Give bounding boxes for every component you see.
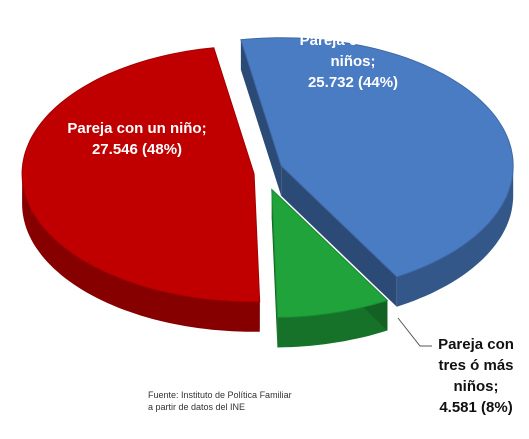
slice-label: Pareja con tres ó más niños;	[438, 336, 514, 395]
leader-line	[397, 317, 432, 347]
slice-edge	[240, 39, 282, 196]
slice-edge	[281, 165, 397, 307]
source-note: Fuente: Instituto de Política Familiar a…	[148, 389, 292, 413]
slice	[240, 37, 514, 278]
source-line: Fuente: Instituto de Política Familiar	[148, 390, 292, 400]
slice	[271, 188, 389, 319]
source-line: a partir de datos del INE	[148, 402, 246, 412]
slice-side	[277, 300, 388, 348]
slice-label: Pareja con un niño;	[67, 120, 207, 137]
slice	[21, 47, 261, 303]
slice-value-label: 25.732 (44%)	[307, 74, 399, 91]
slice-label: Pareja con dos niños;	[299, 32, 407, 70]
slice-side	[396, 165, 514, 307]
slice-value-label: 27.546 (48%)	[91, 141, 183, 158]
slice-value-label: 4.581 (8%)	[439, 399, 513, 416]
slice-side	[22, 173, 260, 332]
